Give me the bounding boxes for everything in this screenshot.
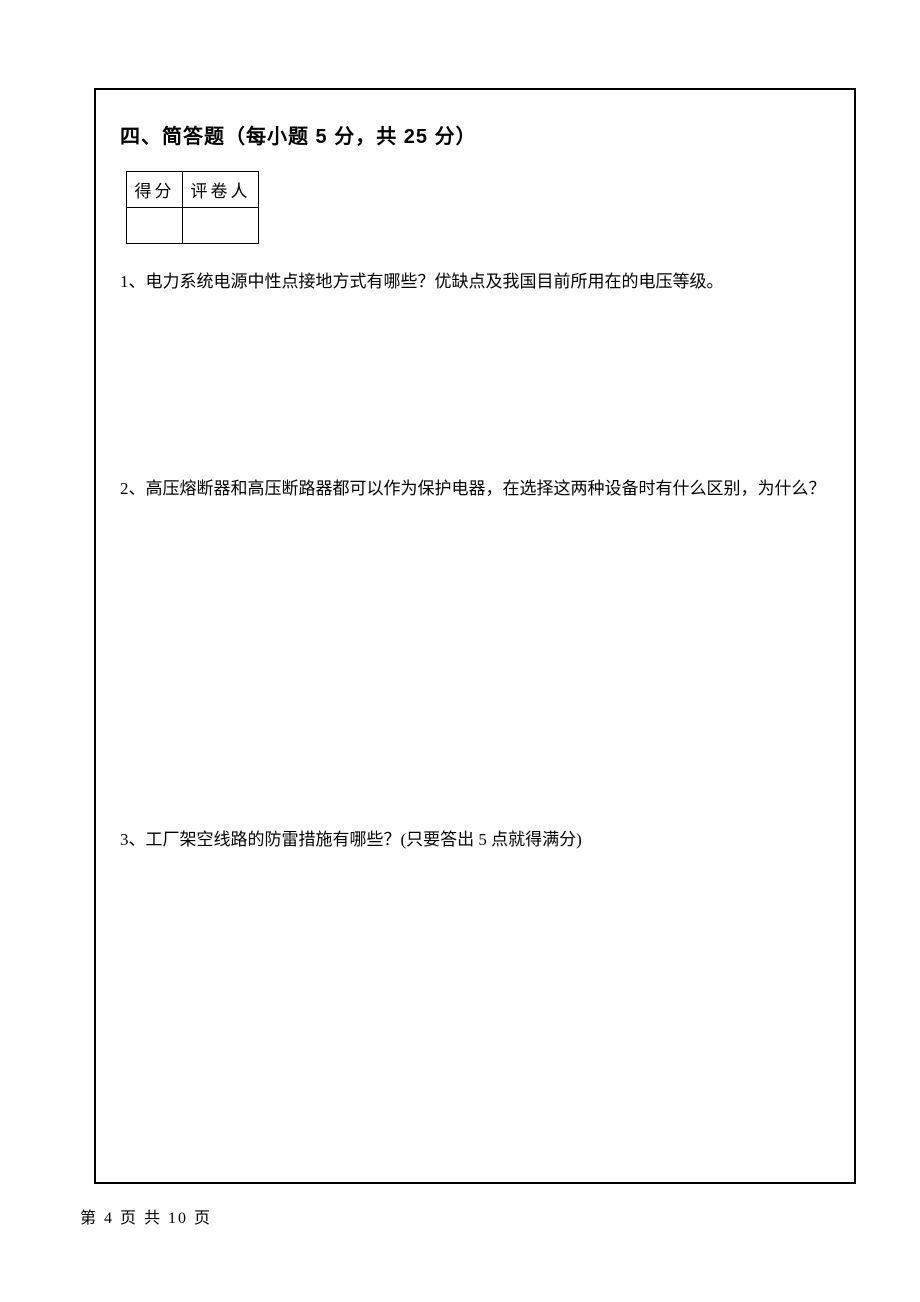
section-title: 四、简答题（每小题 5 分，共 25 分） [120, 120, 830, 149]
score-header-cell: 得分 [127, 172, 183, 208]
reviewer-value-cell [183, 208, 259, 244]
question-1: 1、电力系统电源中性点接地方式有哪些？优缺点及我国目前所用在的电压等级。 [120, 268, 830, 295]
score-table: 得分 评卷人 [126, 171, 259, 244]
reviewer-header-cell: 评卷人 [183, 172, 259, 208]
question-3: 3、工厂架空线路的防雷措施有哪些？(只要答出 5 点就得满分) [120, 826, 830, 853]
score-value-cell [127, 208, 183, 244]
table-row: 得分 评卷人 [127, 172, 259, 208]
page-frame: 四、简答题（每小题 5 分，共 25 分） 得分 评卷人 1、电力系统电源中性点… [94, 88, 856, 1184]
page-footer: 第 4 页 共 10 页 [80, 1204, 212, 1228]
table-row [127, 208, 259, 244]
question-2: 2、高压熔断器和高压断路器都可以作为保护电器，在选择这两种设备时有什么区别，为什… [120, 475, 830, 502]
